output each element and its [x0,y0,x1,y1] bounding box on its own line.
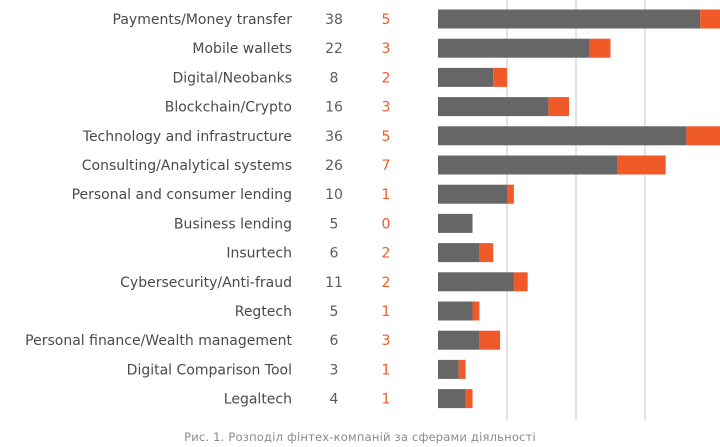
category-label-1: Mobile wallets [192,41,292,57]
bar-orange-11 [479,330,501,350]
category-label-11: Personal finance/Wealth management [25,333,292,349]
gray-value-13: 4 [330,392,339,408]
bar-orange-8 [479,243,494,263]
orange-value-13: 1 [382,392,391,408]
gray-value-10: 5 [330,304,339,320]
orange-value-1: 3 [382,41,391,57]
category-label-9: Cybersecurity/Anti-fraud [120,275,292,291]
orange-value-4: 5 [382,129,391,145]
gray-value-2: 8 [330,70,339,86]
gridlines [506,0,646,420]
gray-value-12: 3 [330,362,339,378]
orange-value-3: 3 [382,100,391,116]
bar-gray-13 [438,389,466,409]
bar-orange-9 [513,272,528,292]
gray-value-7: 5 [330,216,339,232]
orange-value-0: 5 [382,12,391,28]
bar-orange-0 [700,9,720,29]
bar-orange-1 [589,38,611,58]
orange-value-9: 2 [382,275,391,291]
bar-orange-3 [548,97,570,117]
bars [438,9,720,409]
category-label-10: Regtech [235,304,292,320]
gray-value-4: 36 [325,129,343,145]
bar-orange-4 [686,126,720,146]
gray-value-8: 6 [330,246,339,262]
bar-gray-6 [438,184,507,204]
orange-value-8: 2 [382,246,391,262]
orange-value-labels: 5 3 2 3 5 7 1 0 2 2 1 3 1 1 [382,12,391,408]
category-label-12: Digital Comparison Tool [127,362,292,378]
bar-gray-9 [438,272,514,292]
bar-gray-10 [438,301,473,321]
bar-gray-5 [438,155,618,175]
bar-orange-6 [507,184,514,204]
bar-orange-12 [458,359,466,379]
orange-value-6: 1 [382,187,391,203]
category-label-5: Consulting/Analytical systems [82,158,292,174]
bar-orange-2 [493,67,507,87]
category-label-2: Digital/Neobanks [172,70,292,86]
category-label-8: Insurtech [226,246,292,262]
orange-value-2: 2 [382,70,391,86]
orange-value-12: 1 [382,362,391,378]
gray-value-11: 6 [330,333,339,349]
bar-gray-12 [438,359,459,379]
gray-value-0: 38 [325,12,343,28]
gray-value-labels: 38 22 8 16 36 26 10 5 6 11 5 6 3 4 [325,12,343,408]
bar-gray-7 [438,213,473,233]
category-labels: Payments/Money transfer Mobile wallets Dig… [25,12,292,408]
orange-value-7: 0 [382,216,391,232]
gray-value-5: 26 [325,158,343,174]
category-label-4: Technology and infrastructure [82,129,292,145]
orange-value-5: 7 [382,158,391,174]
orange-value-11: 3 [382,333,391,349]
gray-value-1: 22 [325,41,343,57]
gray-value-9: 11 [325,275,343,291]
category-label-13: Legaltech [224,392,292,408]
category-label-3: Blockchain/Crypto [165,100,292,116]
bar-gray-1 [438,38,590,58]
gray-value-3: 16 [325,100,343,116]
gray-value-6: 10 [325,187,343,203]
bar-gray-8 [438,243,480,263]
bar-gray-4 [438,126,687,146]
bar-orange-10 [472,301,480,321]
category-label-7: Business lending [174,216,292,232]
category-label-0: Payments/Money transfer [113,12,293,28]
bar-gray-2 [438,67,494,87]
bar-gray-3 [438,97,549,117]
category-label-6: Personal and consumer lending [72,187,292,203]
figure-caption: Рис. 1. Розподіл фінтех-компаній за сфер… [184,430,536,444]
orange-value-10: 1 [382,304,391,320]
bar-gray-11 [438,330,480,350]
bar-orange-13 [465,389,473,409]
bar-orange-5 [617,155,666,175]
bar-gray-0 [438,9,701,29]
